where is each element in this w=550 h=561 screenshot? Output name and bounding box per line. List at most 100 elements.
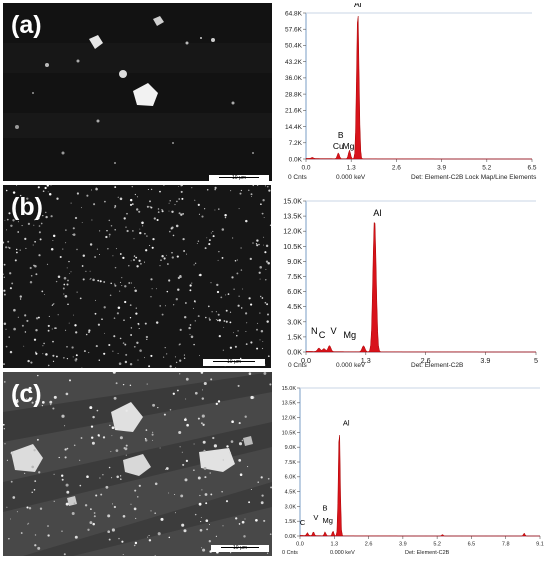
eds-b-peak-label: C [319, 330, 326, 340]
eds-c-y-tick-label: 7.5K [285, 460, 297, 466]
eds-a-x-tick-label: 2.6 [392, 165, 401, 172]
eds-b-y-tick-label: 9.0K [287, 257, 302, 266]
eds-c-peak-label: V [313, 513, 318, 522]
eds-a-footer-text: 0.000 keV [336, 174, 366, 181]
eds-c-x-tick-label: 7.8 [502, 542, 510, 548]
eds-a-y-tick-label: 28.8K [285, 91, 303, 98]
scale-bar-b: 10 μm [203, 359, 265, 366]
eds-b-y-tick-label: 13.5K [283, 212, 302, 221]
eds-c-peak-label: Al [343, 418, 350, 427]
eds-spectrum-c: 0.0K 1.5K 3.0K 4.5K 6.0K 7.5K 9.0K 10.5K 12.0K 13… [280, 382, 546, 558]
eds-c-footer-text: Det: Element-C2B [405, 550, 450, 556]
eds-a-x-tick-label: 0.0 [301, 165, 310, 172]
eds-b-y-tick-label: 12.0K [283, 227, 302, 236]
eds-a-y-tick-label: 36.0K [285, 75, 303, 82]
sem-image-a-particles [3, 3, 272, 181]
eds-a-peak-label: Al [354, 3, 362, 9]
eds-b-x-tick-label: 2.6 [421, 356, 431, 365]
eds-c-y-tick-label: 15.0K [282, 386, 297, 392]
scale-bar-text-b: 10 μm [227, 359, 241, 365]
eds-a-footer-text: Det: Element-C2B Lock Map/Line Elements [411, 174, 537, 181]
scale-bar-text-c: 10 μm [233, 545, 247, 551]
eds-c-x-tick-label: 6.5 [468, 542, 476, 548]
eds-spectrum-b: 0.0K 1.5K 3.0K 4.5K 6.0K 7.5K 9.0K 10.5K 12.0K 13… [280, 193, 546, 371]
eds-b-spectrum [305, 221, 536, 353]
eds-b-peak-label: N [311, 326, 318, 336]
eds-a-y-tick-label: 21.6K [285, 108, 303, 115]
eds-c-y-tick-label: 12.0K [282, 416, 297, 422]
sem-image-a: (a) 10 μm [3, 3, 272, 181]
scale-bar-text-a: 10 μm [232, 175, 246, 181]
eds-a-y-tick-label: 43.2K [285, 59, 303, 66]
scale-bar-c: 10 μm [211, 545, 269, 552]
sem-image-c-particles [3, 372, 272, 556]
scale-bar-line-c [221, 547, 259, 548]
eds-c-x-tick-label: 3.9 [399, 542, 407, 548]
eds-a-x-tick-label: 5.2 [482, 165, 491, 172]
eds-a-y-tick-label: 14.4K [285, 124, 303, 131]
eds-b-y-tick-label: 7.5K [287, 272, 302, 281]
eds-b-y-tick-label: 6.0K [287, 287, 302, 296]
scale-bar-line-a [219, 177, 259, 178]
eds-a-x-tick-label: 3.9 [437, 165, 446, 172]
eds-b-peak-label: V [331, 326, 338, 336]
eds-c-x-tick-label: 0.0 [296, 542, 304, 548]
eds-c-footer-text: 0 Cnts [282, 550, 298, 556]
eds-b-x-tick-label: 3.9 [480, 356, 490, 365]
panel-label-a: (a) [11, 11, 42, 39]
eds-c-x-tick-label: 5.2 [433, 542, 441, 548]
scale-bar-line-b [213, 361, 255, 362]
eds-c-x-tick-label: 9.1 [536, 542, 544, 548]
eds-a-y-tick-label: 57.6K [285, 26, 303, 33]
eds-b-y-tick-label: 15.0K [283, 197, 302, 206]
eds-a-peak-label: B [338, 130, 344, 140]
eds-c-y-tick-label: 3.0K [285, 504, 297, 510]
eds-c-y-tick-label: 1.5K [285, 519, 297, 525]
eds-a-x-tick-label: 1.3 [347, 165, 356, 172]
eds-a-spectrum [305, 15, 532, 160]
eds-b-y-tick-label: 0.0K [287, 348, 302, 357]
eds-b-footer-text: 0 Cnts [288, 362, 308, 369]
eds-c-peak-label: B [323, 503, 328, 512]
eds-a-y-tick-label: 50.4K [285, 43, 303, 50]
eds-c-background [280, 382, 546, 558]
sem-image-b: (b) 10 μm [3, 185, 271, 368]
eds-b-footer-text: Det: Element-C2B [411, 362, 463, 369]
eds-b-peak-label: Al [373, 208, 381, 218]
eds-c-y-tick-label: 6.0K [285, 475, 297, 481]
eds-b-background [280, 193, 546, 371]
eds-c-y-tick-label: 9.0K [285, 445, 297, 451]
eds-b-x-tick-label: 0.0 [301, 356, 311, 365]
eds-spectrum-a: 0.0K 7.2K 14.4K 21.6K 28.8K 36.0K 43.2K 50.4K 57… [280, 3, 546, 183]
eds-c-y-tick-label: 4.5K [285, 490, 297, 496]
eds-c-y-tick-label: 13.5K [282, 401, 297, 407]
scale-bar-a: 10 μm [209, 175, 269, 181]
eds-a-x-tick-label: 6.5 [527, 165, 536, 172]
eds-a-y-tick-label: 7.2K [289, 140, 303, 147]
eds-b-x-tick-label: 1.3 [361, 356, 371, 365]
eds-c-y-tick-label: 0.0K [285, 534, 297, 540]
eds-b-y-tick-label: 1.5K [287, 332, 302, 341]
eds-b-y-tick-label: 4.5K [287, 302, 302, 311]
eds-a-peak-label: Cu [333, 141, 344, 151]
eds-a-footer-text: 0 Cnts [288, 174, 308, 181]
eds-c-y-tick-label: 10.5K [282, 430, 297, 436]
eds-b-peak-label: Mg [343, 330, 356, 340]
panel-label-c: (c) [11, 380, 42, 408]
eds-a-peak-label: Mg [343, 141, 355, 151]
eds-c-peak-label: Mg [322, 516, 332, 525]
eds-c-x-tick-label: 1.3 [330, 542, 338, 548]
eds-c-footer-text: 0.000 keV [330, 550, 355, 556]
eds-c-peak-label: C [300, 518, 306, 527]
panel-label-b: (b) [11, 193, 43, 221]
sem-image-c: (c) 10 μm [3, 372, 272, 556]
eds-a-y-tick-label: 64.8K [285, 10, 303, 17]
sem-image-b-particles [3, 185, 271, 368]
eds-a-y-tick-label: 0.0K [289, 156, 303, 163]
eds-b-x-tick-label: 5 [534, 356, 538, 365]
eds-b-y-tick-label: 3.0K [287, 317, 302, 326]
eds-c-spectrum [299, 434, 540, 537]
eds-c-x-tick-label: 2.6 [365, 542, 373, 548]
eds-a-background [280, 3, 546, 183]
eds-b-y-tick-label: 10.5K [283, 242, 302, 251]
